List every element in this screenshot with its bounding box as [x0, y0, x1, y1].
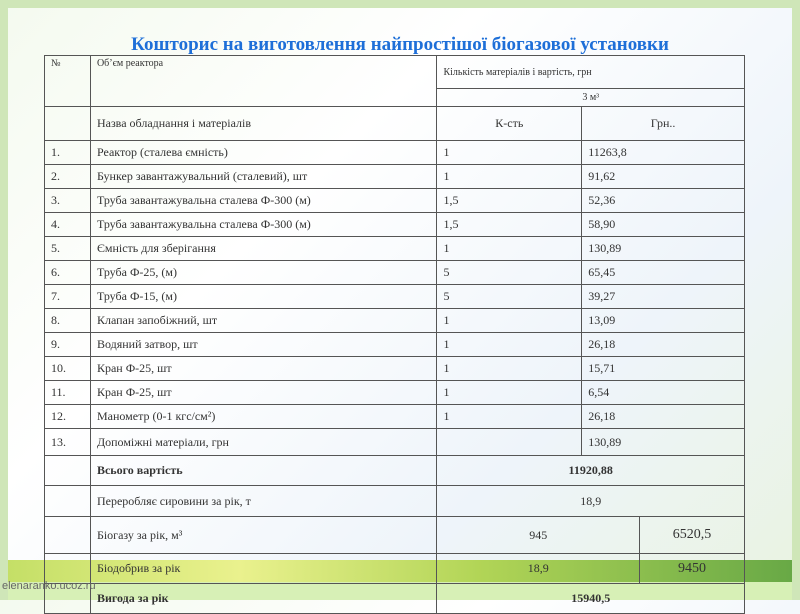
row-name: Ємність для зберігання	[89, 236, 438, 261]
row-name: Бункер завантажувальний (сталевий), шт	[89, 164, 438, 189]
table-row: 7. Труба Ф-15, (м) 5 39,27	[44, 284, 745, 309]
total-value: 11920,88	[436, 455, 745, 486]
row-qty: 5	[436, 260, 583, 285]
watermark: elenaranko.ucoz.ru	[2, 580, 96, 592]
row-name: Труба завантажувальна сталева Ф-300 (м)	[89, 212, 438, 237]
biogas-uah: 6520,5	[639, 516, 745, 554]
row-number: 5.	[44, 236, 91, 261]
row-uah: 15,71	[581, 356, 745, 381]
row-number: 3.	[44, 188, 91, 213]
row-name: Труба Ф-15, (м)	[89, 284, 438, 309]
row-number: 13.	[44, 428, 91, 456]
row-number: 8.	[44, 308, 91, 333]
row-uah: 130,89	[581, 428, 745, 456]
biogas-label: Біогазу за рік, м³	[89, 516, 438, 554]
row-number: 12.	[44, 404, 91, 429]
table-row: 6. Труба Ф-25, (м) 5 65,45	[44, 260, 745, 285]
row-uah: 130,89	[581, 236, 745, 261]
benefit-label: Вигода за рік	[89, 583, 438, 614]
table-row: 4. Труба завантажувальна сталева Ф-300 (м…	[44, 212, 745, 237]
raw-value: 18,9	[436, 485, 745, 517]
row-qty: 1	[436, 404, 583, 429]
row-name: Манометр (0-1 кгс/см²)	[89, 404, 438, 429]
table-row: 2. Бункер завантажувальний (сталевий), шт…	[44, 164, 745, 189]
row-uah: 26,18	[581, 332, 745, 357]
row-qty	[436, 428, 583, 456]
row-number: 2.	[44, 164, 91, 189]
row-name: Допоміжні матеріали, грн	[89, 428, 438, 456]
header-name: Назва обладнання і матеріалів	[89, 106, 438, 141]
row-uah: 13,09	[581, 308, 745, 333]
row-qty: 1,5	[436, 188, 583, 213]
row-number: 11.	[44, 380, 91, 405]
table-row: 13. Допоміжні матеріали, грн 130,89	[44, 428, 745, 456]
table-row: 1. Реактор (сталева ємність) 1 11263,8	[44, 140, 745, 165]
row-qty: 1	[436, 308, 583, 333]
row-number: 10.	[44, 356, 91, 381]
fert-qty: 18,9	[436, 553, 641, 584]
row-name: Клапан запобіжний, шт	[89, 308, 438, 333]
table-row: 8. Клапан запобіжний, шт 1 13,09	[44, 308, 745, 333]
header-size: 3 м³	[436, 88, 745, 107]
row-qty: 1	[436, 164, 583, 189]
row-uah: 91,62	[581, 164, 745, 189]
row-uah: 52,36	[581, 188, 745, 213]
row-uah: 11263,8	[581, 140, 745, 165]
row-number: 4.	[44, 212, 91, 237]
row-name: Кран Ф-25, шт	[89, 380, 438, 405]
biogas-qty: 945	[436, 516, 641, 554]
row-number: 1.	[44, 140, 91, 165]
table-row: 10. Кран Ф-25, шт 1 15,71	[44, 356, 745, 381]
row-number: 6.	[44, 260, 91, 285]
table-row: 5. Ємність для зберігання 1 130,89	[44, 236, 745, 261]
cost-table: № Об’єм реактора Кількість матеріалів і …	[44, 55, 745, 614]
row-uah: 6,54	[581, 380, 745, 405]
row-name: Труба завантажувальна сталева Ф-300 (м)	[89, 188, 438, 213]
table-row: 9. Водяний затвор, шт 1 26,18	[44, 332, 745, 357]
header-volume: Об’єм реактора	[89, 55, 438, 107]
row-qty: 1	[436, 380, 583, 405]
table-row: 3. Труба завантажувальна сталева Ф-300 (м…	[44, 188, 745, 213]
table-row: 12. Манометр (0-1 кгс/см²) 1 26,18	[44, 404, 745, 429]
row-qty: 1	[436, 140, 583, 165]
fert-uah: 9450	[639, 553, 745, 584]
header-materials-cost: Кількість матеріалів і вартість, грн	[436, 55, 745, 89]
fert-label: Біодобрив за рік	[89, 553, 438, 584]
row-uah: 65,45	[581, 260, 745, 285]
page-title: Кошторис на виготовлення найпростішої бі…	[131, 34, 669, 55]
row-name: Реактор (сталева ємність)	[89, 140, 438, 165]
header-num: №	[44, 55, 91, 107]
total-label: Всього вартість	[89, 455, 438, 486]
row-uah: 39,27	[581, 284, 745, 309]
row-qty: 1	[436, 356, 583, 381]
row-uah: 58,90	[581, 212, 745, 237]
row-number: 7.	[44, 284, 91, 309]
table-row: 11. Кран Ф-25, шт 1 6,54	[44, 380, 745, 405]
row-number: 9.	[44, 332, 91, 357]
row-name: Труба Ф-25, (м)	[89, 260, 438, 285]
row-name: Кран Ф-25, шт	[89, 356, 438, 381]
row-name: Водяний затвор, шт	[89, 332, 438, 357]
benefit-value: 15940,5	[436, 583, 745, 614]
row-qty: 1,5	[436, 212, 583, 237]
raw-label: Переробляє сировини за рік, т	[89, 485, 438, 517]
row-qty: 1	[436, 236, 583, 261]
row-qty: 1	[436, 332, 583, 357]
row-uah: 26,18	[581, 404, 745, 429]
row-qty: 5	[436, 284, 583, 309]
header-qty: К-сть	[436, 106, 583, 141]
header-uah: Грн..	[581, 106, 745, 141]
